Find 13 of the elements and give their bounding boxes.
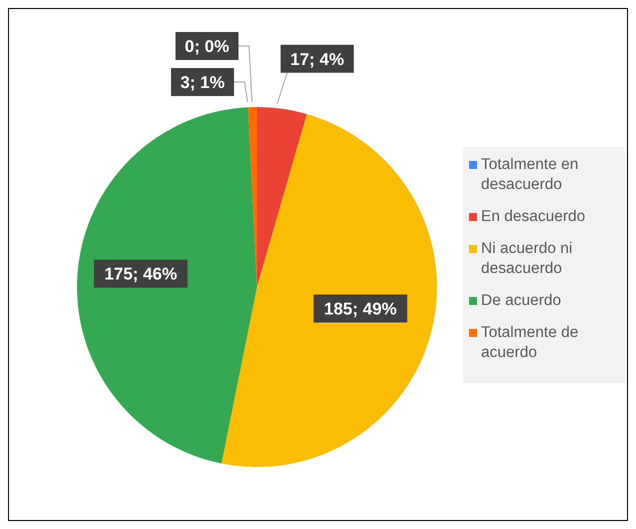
legend-label: En desacuerdo xyxy=(481,206,586,226)
data-label: 185; 49% xyxy=(324,300,397,318)
pie-slice xyxy=(222,114,437,467)
legend-label: Ni acuerdo ni desacuerdo xyxy=(481,238,574,278)
data-label: 175; 46% xyxy=(104,264,178,284)
text: 0; 0% xyxy=(184,37,230,56)
pie-slice xyxy=(77,107,257,464)
legend-label: Totalmente de acuerdo xyxy=(481,322,580,362)
legend-label: Totalmente en desacuerdo xyxy=(481,154,580,194)
data-label: 17; 4% xyxy=(290,50,344,69)
legend-label: De acuerdo xyxy=(481,290,562,310)
pie-slice xyxy=(257,107,307,287)
data-label: 3; 1% xyxy=(180,73,225,92)
